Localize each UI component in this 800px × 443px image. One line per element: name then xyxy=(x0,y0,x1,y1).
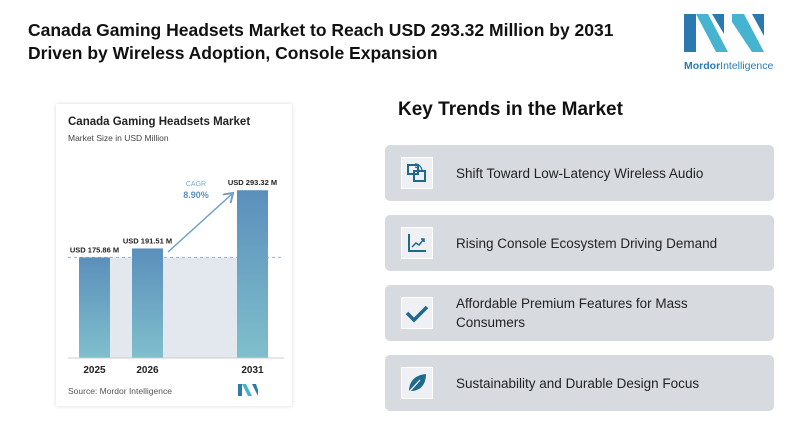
logo-text: MordorIntelligence xyxy=(684,60,774,72)
bar-2025 xyxy=(79,257,110,358)
page-title: Canada Gaming Headsets Market to Reach U… xyxy=(28,20,614,63)
data-label: USD 191.51 M xyxy=(123,236,172,245)
trend-label: Affordable Premium Features for Mass Con… xyxy=(456,296,688,330)
wireless-device-icon xyxy=(401,157,433,189)
trends-title: Key Trends in the Market xyxy=(398,99,623,120)
cagr-label: CAGR xyxy=(186,181,206,188)
leaf-icon xyxy=(401,367,433,399)
chart-subtitle: Market Size in USD Million xyxy=(68,133,169,143)
x-tick-label: 2025 xyxy=(83,365,106,376)
bar-2031 xyxy=(237,190,268,358)
checkmark-icon xyxy=(401,297,433,329)
trend-item: Shift Toward Low-Latency Wireless Audio xyxy=(385,145,774,201)
cagr-arrow xyxy=(167,194,232,253)
bar-chart: USD 175.86 M 2025 USD 191.51 M 2026 USD 293.… xyxy=(68,178,284,376)
x-tick-label: 2026 xyxy=(136,365,159,376)
cagr-value: 8.90% xyxy=(183,190,209,200)
growth-chart-icon xyxy=(401,227,433,259)
chart-card: Canada Gaming Headsets Market Market Siz… xyxy=(56,104,292,406)
data-label: USD 293.32 M xyxy=(228,178,277,187)
source-logo-icon xyxy=(238,384,258,396)
logo: MordorIntelligence xyxy=(684,14,774,72)
bar-2026 xyxy=(132,248,163,358)
trend-label: Shift Toward Low-Latency Wireless Audio xyxy=(456,165,704,181)
trend-label: Sustainability and Durable Design Focus xyxy=(456,375,700,391)
trend-label: Rising Console Ecosystem Driving Demand xyxy=(456,235,718,251)
chart-source: Source: Mordor Intelligence xyxy=(68,386,172,396)
logo-icon xyxy=(684,14,764,52)
shaded-area xyxy=(79,257,268,358)
x-tick-label: 2031 xyxy=(241,365,264,376)
trend-item: Affordable Premium Features for Mass Con… xyxy=(385,285,774,341)
chart-title: Canada Gaming Headsets Market xyxy=(68,116,251,128)
data-label: USD 175.86 M xyxy=(70,245,119,254)
trend-item: Sustainability and Durable Design Focus xyxy=(385,355,774,411)
trend-item: Rising Console Ecosystem Driving Demand xyxy=(385,215,774,271)
